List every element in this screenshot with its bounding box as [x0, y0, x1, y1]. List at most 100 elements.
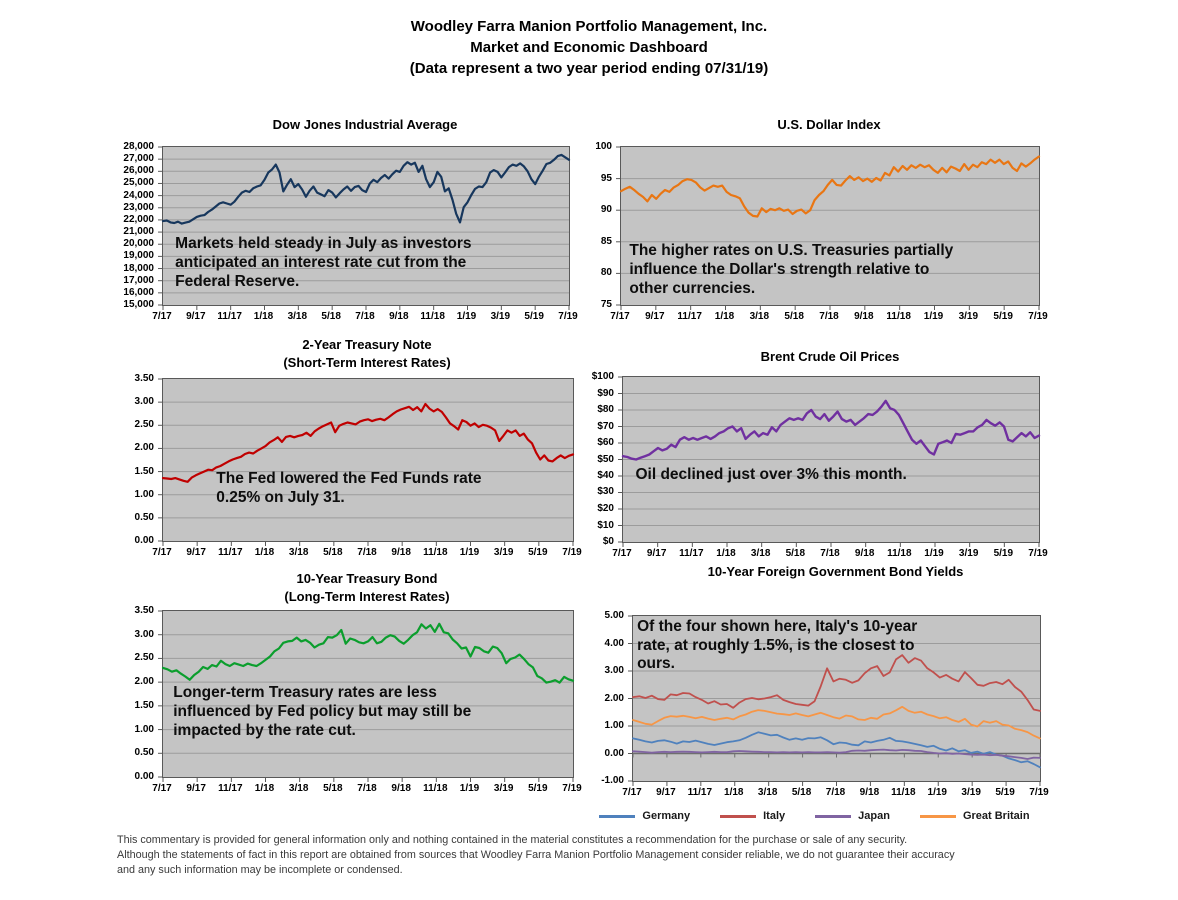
x-axis-tick-label: 9/17: [186, 311, 206, 322]
x-axis-tick-label: 1/19: [459, 547, 480, 558]
chart-annotation-line: influenced by Fed policy but may still b…: [173, 702, 472, 720]
disclaimer-line2: Although the statements of fact in this …: [117, 849, 955, 861]
x-axis-tick-label: 5/18: [791, 787, 812, 798]
y-axis-tick-label: 3.00: [134, 396, 154, 407]
legend-label: Italy: [763, 810, 786, 822]
x-axis-tick-label: 7/17: [152, 547, 172, 558]
legend-item-italy: Italy: [720, 810, 785, 822]
y-axis-tick-label: 0.50: [134, 747, 154, 758]
chart-brent-crude-oil-prices: Brent Crude Oil Prices $100 $90 $80 $70 $60 $5…: [588, 348, 1048, 601]
x-axis-tick-label: 1/19: [459, 783, 480, 794]
x-axis-tick-label: 5/18: [785, 548, 806, 559]
x-axis-tick-label: 7/18: [357, 783, 377, 794]
chart-canvas: [158, 378, 575, 546]
x-axis-tick-label: 3/18: [749, 311, 770, 322]
chart-annotation-line: ours.: [637, 655, 675, 673]
x-axis-tick-label: 1/19: [923, 311, 944, 322]
chart-title: U.S. Dollar Index: [620, 116, 1038, 146]
legend-item-great-britain: Great Britain: [919, 810, 1030, 822]
chart-us-dollar-index: U.S. Dollar Index 100 95 90 85 80 75 The higher…: [588, 116, 1047, 364]
x-axis-tick-label: 3/19: [493, 547, 514, 558]
y-axis-tick-label: $80: [597, 404, 614, 415]
x-axis-labels: 7/17 9/17 11/17 1/18 3/18 5/18 7/18 9/18 11/18 1/…: [152, 547, 581, 561]
x-axis-tick-label: 7/19: [562, 547, 582, 558]
y-axis-tick-label: 0.00: [134, 535, 154, 546]
plot-area: Oil declined just over 3% this month.: [618, 376, 1041, 547]
y-axis-tick-label: 27,000: [123, 153, 154, 164]
plot-area: Longer-term Treasury rates are less influ…: [158, 610, 575, 782]
chart-title-line: 10-Year Foreign Government Bond Yields: [707, 564, 964, 579]
y-axis-tick-label: 2.50: [134, 419, 154, 430]
y-axis-tick-label: $70: [597, 421, 614, 432]
legend-line-swatch: [720, 814, 757, 818]
x-axis-tick-label: 11/17: [218, 547, 243, 558]
x-axis-tick-label: 1/19: [924, 548, 944, 559]
x-axis-tick-label: 5/18: [323, 547, 343, 558]
chart-annotation: The higher rates on U.S. Treasuries part…: [629, 242, 953, 299]
y-axis-tick-label: 1.00: [134, 489, 154, 500]
legend-item-germany: Germany: [599, 810, 690, 822]
chart-legend: Germany Italy Japan Great Britain: [588, 810, 1041, 822]
x-axis-tick-label: 11/18: [891, 787, 916, 798]
y-axis-tick-label: 24,000: [123, 190, 154, 201]
chart-2-year-treasury-note: 2-Year Treasury Note (Short-Term Interest…: [98, 336, 582, 600]
series-line-10-year-treasury-bond-yield: [161, 622, 575, 684]
chart-annotation-line: 0.25% on July 31.: [216, 488, 345, 506]
x-axis-tick-label: 3/18: [287, 311, 308, 322]
x-axis-tick-label: 7/17: [610, 311, 630, 322]
x-axis-tick-label: 5/19: [528, 547, 548, 558]
x-axis-tick-label: 9/18: [391, 547, 411, 558]
y-axis-tick-label: $40: [597, 470, 614, 481]
x-axis-tick-label: 5/19: [995, 787, 1015, 798]
disclaimer-line1: This commentary is provided for general …: [117, 834, 908, 846]
chart-canvas: [618, 376, 1041, 547]
x-axis-tick-label: 9/18: [391, 783, 411, 794]
series-line-great-britain: [632, 705, 1041, 740]
x-axis-labels: 7/17 9/17 11/17 1/18 3/18 5/18 7/18 9/18 11/18 1/…: [610, 311, 1047, 325]
y-axis-tick-label: 1.50: [134, 466, 154, 477]
x-axis-tick-label: 11/17: [687, 787, 713, 798]
x-axis-tick-label: 7/18: [819, 311, 839, 322]
chart-annotation: Oil declined just over 3% this month.: [635, 466, 906, 485]
chart-canvas: [616, 146, 1041, 310]
x-axis-labels: 7/17 9/17 11/17 1/18 3/18 5/18 7/18 9/18 11/18 1/…: [622, 787, 1048, 801]
chart-annotation: Longer-term Treasury rates are less influ…: [173, 684, 471, 741]
x-axis-tick-label: 5/18: [321, 311, 341, 322]
x-axis-tick-label: 11/18: [887, 548, 912, 559]
y-axis-tick-label: $100: [591, 371, 614, 382]
legend-line-swatch: [599, 814, 636, 818]
y-axis-tick-label: 19,000: [123, 250, 154, 261]
y-axis-tick-label: 21,000: [123, 226, 154, 237]
chart-title: Dow Jones Industrial Average: [162, 116, 568, 146]
y-axis-tick-label: 2.00: [134, 442, 154, 453]
chart-body: $100 $90 $80 $70 $60 $50 $40 $30 $20 $10 $0 Oil dec…: [588, 371, 1041, 547]
chart-canvas: [158, 146, 571, 310]
x-axis-tick-label: 7/19: [1029, 787, 1049, 798]
x-axis-tick-label: 7/17: [622, 787, 642, 798]
chart-annotation: The Fed lowered the Fed Funds rate 0.25% …: [216, 470, 481, 508]
y-axis-tick-label: 1.50: [134, 700, 154, 711]
legend-label: Great Britain: [962, 810, 1030, 822]
chart-annotation-line: The higher rates on U.S. Treasuries part…: [629, 241, 954, 259]
y-axis-tick-label: 22,000: [123, 214, 154, 225]
y-axis-tick-label: $30: [597, 486, 614, 497]
chart-title: 10-Year Treasury Bond (Long-Term Interest…: [162, 570, 572, 610]
x-axis-tick-label: 5/18: [784, 311, 804, 322]
x-axis-labels: 7/17 9/17 11/17 1/18 3/18 5/18 7/18 9/18 11/18 1/…: [152, 311, 577, 325]
y-axis-tick-label: 17,000: [123, 275, 154, 286]
x-axis-tick-label: 11/17: [218, 783, 243, 794]
x-axis-tick-label: 9/18: [854, 548, 875, 559]
x-axis-tick-label: 11/17: [217, 311, 242, 322]
y-axis-tick-label: $20: [597, 503, 614, 514]
x-axis-tick-label: 5/19: [528, 783, 548, 794]
chart-body: 5.00 4.00 3.00 2.00 1.00 0.00 -1.00 Of the four…: [588, 610, 1041, 786]
x-axis-tick-label: 1/18: [716, 548, 736, 559]
chart-annotation-line: anticipated an interest rate cut from th…: [175, 254, 467, 272]
y-axis-tick-label: 100: [595, 141, 612, 152]
x-axis-tick-label: 11/17: [679, 548, 704, 559]
x-axis-tick-label: 9/17: [656, 787, 676, 798]
chart-body: 3.50 3.00 2.50 2.00 1.50 1.00 0.50 0.00 The Fed …: [98, 373, 575, 546]
y-axis-tick-label: $50: [597, 454, 614, 465]
x-axis-tick-label: 5/18: [323, 783, 343, 794]
